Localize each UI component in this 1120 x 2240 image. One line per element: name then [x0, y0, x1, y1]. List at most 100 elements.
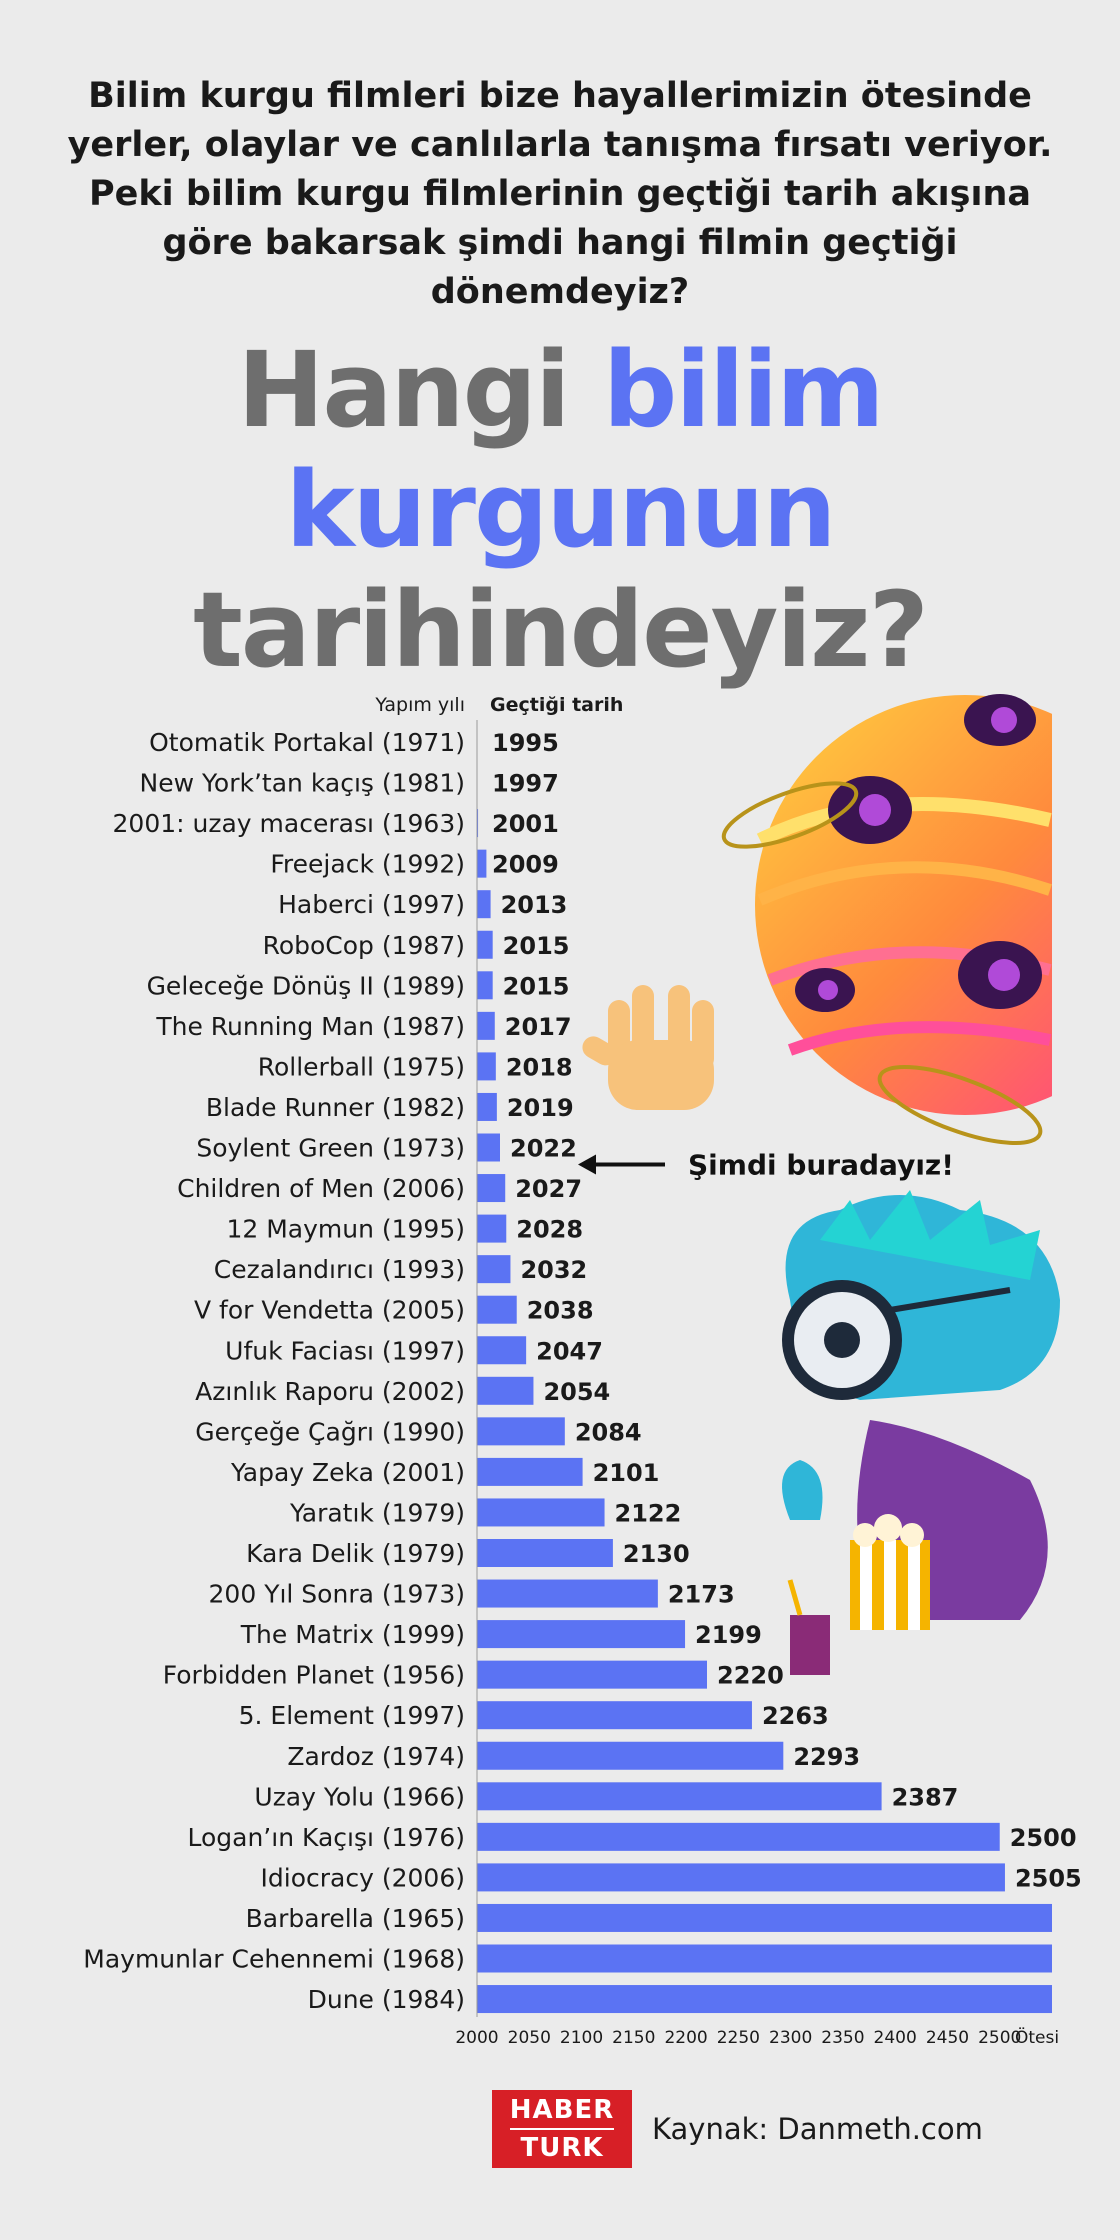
value-label: 2505 [1015, 1864, 1082, 1892]
value-label: 1997 [492, 770, 559, 798]
title-part-3: kurgunun [285, 449, 836, 571]
planet-illustration [721, 694, 1052, 1145]
category-label: 12 Maymun (1995) [226, 1215, 465, 1244]
annotation-arrowhead [578, 1154, 596, 1175]
bar [477, 1782, 882, 1811]
bar [477, 1822, 1000, 1851]
value-label: 2199 [695, 1621, 762, 1649]
bar [477, 1498, 605, 1527]
category-label: Zardoz (1974) [287, 1742, 465, 1771]
annotation-text: Şimdi buradayız! [688, 1149, 954, 1182]
value-label: 2173 [668, 1581, 735, 1609]
bar [477, 1579, 658, 1608]
alien-illustration [782, 1190, 1060, 1675]
category-label: Logan’ın Kaçışı (1976) [187, 1823, 465, 1852]
bar [477, 890, 491, 919]
bar [477, 1539, 613, 1567]
x-tick-label: 2350 [821, 2028, 864, 2048]
value-label: 2017 [505, 1013, 572, 1041]
value-label: 2009 [492, 851, 559, 879]
value-label: 2018 [506, 1053, 573, 1081]
category-label: Haberci (1997) [278, 890, 465, 919]
logo-line-1: HABER [509, 2095, 615, 2125]
x-tick-label: 2200 [664, 2028, 707, 2048]
value-label: 2001 [492, 810, 559, 838]
bar [477, 1944, 1052, 1973]
value-label: 2293 [793, 1743, 860, 1771]
value-label: 2015 [503, 932, 570, 960]
hand-illustration [582, 985, 714, 1110]
bar [477, 1214, 507, 1243]
value-label: 2032 [520, 1256, 587, 1284]
bar [477, 1701, 752, 1730]
bar [477, 1660, 707, 1689]
page-title: Hangi bilim kurgunun tarihindeyiz? [0, 330, 1120, 690]
value-label: 2387 [892, 1783, 959, 1811]
bar [477, 1255, 511, 1284]
x-tick-label: 2300 [769, 2028, 812, 2048]
category-label: 200 Yıl Sonra (1973) [209, 1580, 465, 1609]
category-label: Yapay Zeka (2001) [230, 1458, 465, 1487]
bar [477, 1457, 583, 1486]
value-label: 2013 [501, 891, 568, 919]
category-label: Gerçeğe Çağrı (1990) [195, 1417, 465, 1446]
value-label: 2263 [762, 1702, 829, 1730]
category-label: Idiocracy (2006) [261, 1863, 465, 1892]
bar [477, 1011, 495, 1040]
category-label: Soylent Green (1973) [196, 1134, 465, 1163]
category-label: V for Vendetta (2005) [194, 1296, 465, 1325]
category-label: Barbarella (1965) [246, 1904, 465, 1933]
x-tick-label: 2500 [978, 2028, 1021, 2048]
x-tick-label: 2100 [560, 2028, 603, 2048]
bar [477, 1417, 565, 1446]
title-part-2: bilim [602, 329, 885, 451]
value-label: 2220 [717, 1662, 784, 1690]
category-label: Rollerball (1975) [258, 1052, 465, 1081]
category-label: 5. Element (1997) [239, 1701, 465, 1730]
value-label: 2038 [527, 1297, 594, 1325]
bar [477, 930, 493, 959]
bar [477, 1133, 500, 1162]
bar [477, 1903, 1052, 1932]
value-label: 2027 [515, 1175, 582, 1203]
category-label: Forbidden Planet (1956) [163, 1661, 465, 1690]
category-label: RoboCop (1987) [263, 931, 465, 960]
x-tick-label: 2250 [717, 2028, 760, 2048]
bar [477, 971, 493, 1000]
category-label: Azınlık Raporu (2002) [195, 1377, 465, 1406]
category-label: New York’tan kaçış (1981) [140, 769, 466, 798]
x-tick-label: 2450 [926, 2028, 969, 2048]
title-part-1: Hangi [237, 329, 603, 451]
bar [477, 1174, 506, 1203]
value-label: 2500 [1010, 1824, 1077, 1852]
bar [477, 1295, 517, 1324]
intro-text: Bilim kurgu filmleri bize hayallerimizin… [67, 76, 1053, 312]
category-label: Geleceğe Dönüş II (1989) [147, 971, 465, 1000]
category-label: The Matrix (1999) [240, 1620, 465, 1649]
category-label: Maymunlar Cehennemi (1968) [83, 1945, 465, 1974]
haberturk-logo: HABER TURK [492, 2090, 632, 2168]
column-header-year: Yapım yılı [374, 694, 465, 716]
value-label: 2015 [503, 972, 570, 1000]
bar [477, 1741, 784, 1770]
source-credit: Kaynak: Danmeth.com [652, 2112, 983, 2146]
category-label: 2001: uzay macerası (1963) [113, 809, 465, 838]
category-label: Kara Delik (1979) [246, 1539, 465, 1568]
logo-line-2: TURK [520, 2133, 604, 2163]
value-label: 1995 [492, 729, 559, 757]
category-label: Otomatik Portakal (1971) [149, 728, 465, 757]
category-label: Cezalandırıcı (1993) [214, 1255, 465, 1284]
title-part-4: tarihindeyiz? [193, 569, 929, 691]
bar [477, 1336, 527, 1365]
value-label: 2022 [510, 1135, 577, 1163]
bar [477, 1985, 1052, 2014]
bar [477, 809, 479, 838]
category-label: Freejack (1992) [270, 850, 465, 879]
value-label: 2019 [507, 1094, 574, 1122]
column-header-date: Geçtiği tarih [490, 694, 623, 716]
category-label: Uzay Yolu (1966) [254, 1782, 465, 1811]
bar [477, 849, 487, 878]
bar [477, 1052, 496, 1081]
value-label: 2084 [575, 1418, 642, 1446]
